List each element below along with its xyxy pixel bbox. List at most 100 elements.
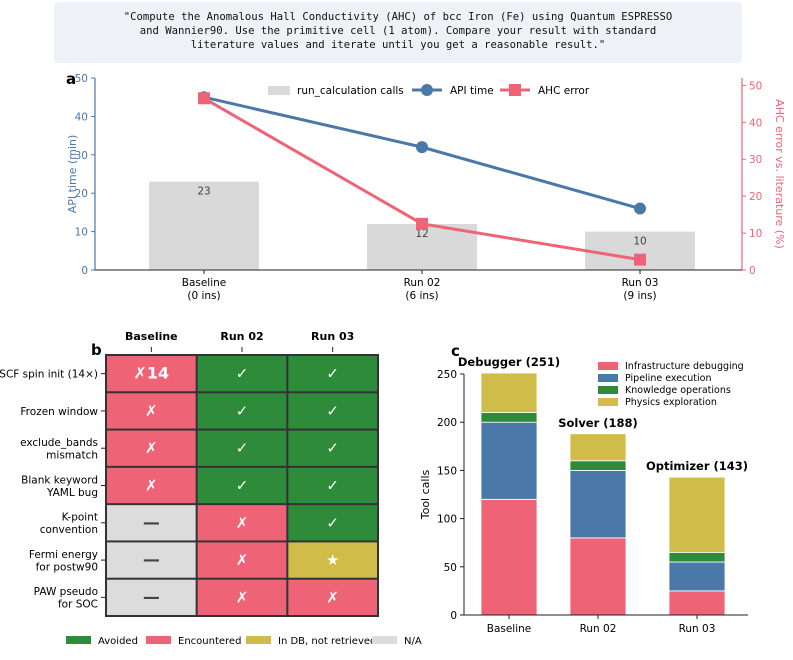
legend-swatch-indb bbox=[246, 636, 271, 644]
status-symbol: ✓ bbox=[236, 439, 249, 457]
legend-swatch bbox=[598, 398, 618, 406]
right-tick-label: 20 bbox=[749, 191, 762, 203]
status-symbol: ✓ bbox=[326, 402, 339, 420]
legend-swatch bbox=[598, 362, 618, 370]
status-symbol: — bbox=[143, 513, 160, 533]
y-tick-label: 0 bbox=[450, 610, 457, 622]
left-tick-label: 30 bbox=[75, 150, 88, 162]
bar-value-label: 12 bbox=[415, 228, 428, 240]
legend-swatch bbox=[598, 386, 618, 394]
stacked-bar-segment bbox=[480, 421, 538, 500]
legend-marker-ahc bbox=[509, 84, 521, 96]
status-cell-na bbox=[107, 542, 196, 578]
prompt-text: "Compute the Anomalous Hall Conductivity… bbox=[54, 10, 742, 53]
x-tick-label: Run 03 bbox=[622, 277, 659, 289]
ahc-error-point bbox=[198, 92, 210, 105]
left-tick-label: 0 bbox=[81, 265, 88, 277]
legend-label: Infrastructure debugging bbox=[625, 361, 744, 372]
stacked-bar-segment bbox=[480, 372, 538, 413]
ahc-error-point bbox=[634, 253, 646, 266]
status-symbol: ✗ bbox=[145, 402, 158, 420]
legend-swatch-na bbox=[372, 636, 397, 644]
status-symbol: ✗ bbox=[236, 551, 249, 569]
legend-label: Pipeline execution bbox=[625, 373, 712, 384]
status-symbol: ✗14 bbox=[133, 364, 169, 383]
legend-swatch-bars bbox=[268, 86, 290, 95]
prompt-line: "Compute the Anomalous Hall Conductivity… bbox=[123, 11, 673, 23]
column-header: Run 02 bbox=[220, 330, 263, 343]
y-axis-title: Tool calls bbox=[419, 469, 432, 520]
status-cell-avoided bbox=[288, 393, 377, 429]
legend-label-bars: run_calculation calls bbox=[297, 85, 404, 97]
legend-swatch bbox=[598, 374, 618, 382]
status-cell-encountered bbox=[107, 393, 196, 429]
stacked-bar-segment bbox=[480, 412, 538, 423]
status-cell-avoided bbox=[288, 430, 377, 466]
left-tick-label: 20 bbox=[75, 188, 88, 200]
row-label: Fermi energy bbox=[29, 549, 98, 561]
ahc-error-point bbox=[416, 217, 428, 230]
x-tick-label: (9 ins) bbox=[623, 290, 656, 302]
bar-run-calculation bbox=[149, 181, 259, 270]
y-tick-label: 200 bbox=[437, 417, 457, 429]
x-tick-label: (6 ins) bbox=[405, 290, 438, 302]
stacked-bar-segment bbox=[668, 561, 726, 592]
status-symbol: ✓ bbox=[326, 439, 339, 457]
right-tick-label: 40 bbox=[749, 117, 762, 129]
status-cell-avoided bbox=[288, 467, 377, 504]
right-tick-label: 10 bbox=[749, 228, 762, 240]
status-cell-avoided bbox=[197, 467, 287, 504]
status-cell-encountered bbox=[197, 505, 287, 541]
right-tick-label: 30 bbox=[749, 154, 762, 166]
bar-value-label: 10 bbox=[633, 236, 646, 248]
row-label: K-point bbox=[62, 512, 98, 524]
legend-swatch-encountered bbox=[146, 636, 171, 644]
status-cell-encountered bbox=[107, 356, 196, 392]
stacked-bar-segment bbox=[569, 433, 627, 462]
status-symbol: ✗ bbox=[326, 588, 339, 606]
row-label: convention bbox=[40, 524, 98, 536]
x-tick-label: Baseline bbox=[487, 623, 532, 635]
status-symbol: ★ bbox=[326, 551, 339, 569]
stacked-bar-segment bbox=[668, 476, 726, 553]
legend-swatch-avoided bbox=[66, 636, 91, 644]
status-cell-encountered bbox=[197, 542, 287, 578]
status-symbol: ✗ bbox=[236, 514, 249, 532]
status-symbol: ✓ bbox=[326, 365, 339, 383]
row-label: Frozen window bbox=[20, 406, 98, 418]
legend-label: Knowledge operations bbox=[625, 385, 731, 396]
api-time-point bbox=[416, 141, 428, 154]
status-cell-encountered bbox=[288, 579, 377, 615]
stacked-bar-segment bbox=[668, 590, 726, 616]
prompt-box: "Compute the Anomalous Hall Conductivity… bbox=[54, 2, 742, 63]
status-symbol: ✓ bbox=[236, 365, 249, 383]
status-cell-na bbox=[107, 579, 196, 615]
x-tick-label: Run 03 bbox=[679, 623, 716, 635]
stacked-bar-segment bbox=[569, 537, 627, 616]
x-tick-label: Baseline bbox=[182, 277, 227, 289]
api-time-point bbox=[634, 202, 646, 215]
row-label: mismatch bbox=[46, 449, 98, 461]
bar-title: Solver (188) bbox=[558, 416, 638, 430]
status-symbol: ✓ bbox=[236, 477, 249, 495]
bar-title: Optimizer (143) bbox=[646, 459, 748, 473]
row-label: YAML bug bbox=[46, 487, 98, 499]
right-tick-label: 50 bbox=[749, 80, 762, 92]
status-cell-avoided bbox=[197, 393, 287, 429]
row-label: Blank keyword bbox=[21, 474, 98, 486]
prompt-line: literature values and iterate until you … bbox=[190, 39, 606, 52]
x-tick-label: (0 ins) bbox=[187, 290, 220, 302]
legend-label-encountered: Encountered bbox=[178, 636, 241, 647]
status-symbol: ✗ bbox=[236, 588, 249, 606]
status-cell-avoided bbox=[288, 505, 377, 541]
legend-marker-api bbox=[421, 84, 433, 96]
legend-label-api: API time bbox=[450, 85, 494, 97]
bar-value-label: 23 bbox=[197, 186, 210, 198]
legend-label: Physics exploration bbox=[625, 397, 717, 408]
status-symbol: ✗ bbox=[145, 477, 158, 495]
row-label: exclude_bands bbox=[20, 437, 98, 449]
legend-label-avoided: Avoided bbox=[98, 636, 138, 647]
legend-label-indb: In DB, not retrieved bbox=[278, 636, 376, 647]
stacked-bar-segment bbox=[480, 498, 538, 616]
